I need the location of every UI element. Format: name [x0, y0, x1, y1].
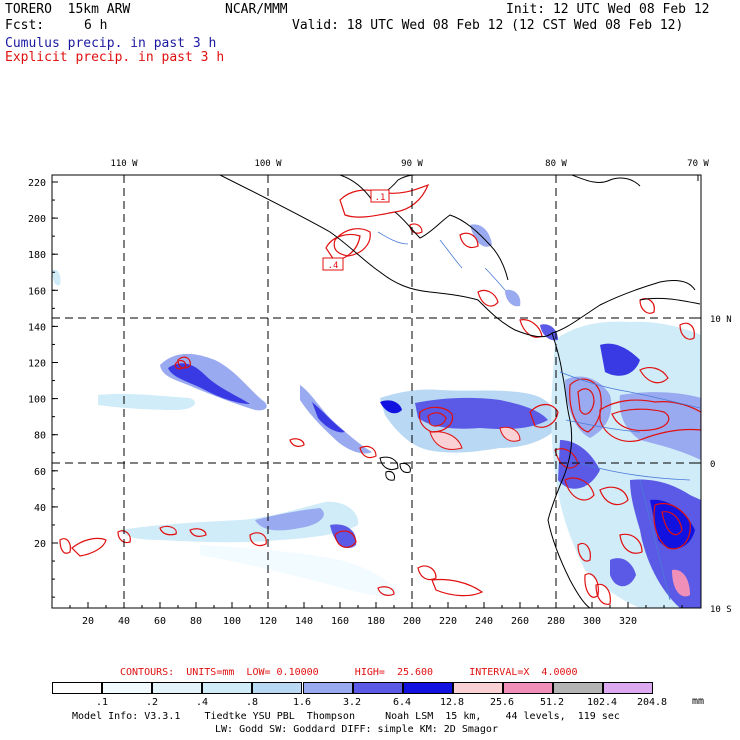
forecast-label: Fcst:: [5, 18, 45, 33]
legend-swatch: [452, 682, 503, 694]
lon-label: 100 W: [254, 159, 282, 169]
lat-label: 0: [710, 460, 715, 470]
x-tick-label: 80: [190, 616, 202, 627]
x-tick-label: 200: [403, 616, 421, 627]
contours-info: CONTOURS: UNITS=mm LOW= 0.10000 HIGH= 25…: [120, 667, 578, 678]
x-tick-label: 300: [583, 616, 601, 627]
min-precip-box-1: .1: [370, 189, 390, 203]
cumulus-precip-shading: [52, 224, 701, 608]
explicit-precip-label: Explicit precip. in past 3 h: [5, 50, 225, 65]
x-tick-label: 240: [475, 616, 493, 627]
x-tick-label: 160: [331, 616, 349, 627]
x-tick-label: 100: [223, 616, 241, 627]
legend-label: .4: [195, 697, 209, 708]
x-tick-label: 260: [511, 616, 529, 627]
legend-swatch: [402, 682, 453, 694]
x-tick-label: 180: [367, 616, 385, 627]
legend-label: 25.6: [489, 697, 515, 708]
y-tick-label: 140: [28, 322, 46, 333]
legend-label: 3.2: [342, 697, 362, 708]
x-tick-label: 140: [295, 616, 313, 627]
y-tick-label: 160: [28, 286, 46, 297]
init-time: Init: 12 UTC Wed 08 Feb 12: [506, 2, 710, 17]
y-tick-label: 60: [34, 467, 46, 478]
min-precip-box-2: .4: [322, 257, 344, 271]
legend-swatch: [252, 682, 303, 694]
x-tick-label: 220: [439, 616, 457, 627]
legend-label: 204.8: [636, 697, 668, 708]
legend-label: 1.6: [292, 697, 312, 708]
lon-label: 80 W: [545, 159, 567, 169]
box-label-1: .1: [375, 193, 386, 203]
x-tick-label: 320: [619, 616, 637, 627]
y-tick-label: 200: [28, 214, 46, 225]
valid-time: Valid: 18 UTC Wed 08 Feb 12 (12 CST Wed …: [292, 18, 684, 33]
lat-lon-grid: [52, 175, 701, 608]
x-tick-label: 280: [547, 616, 565, 627]
legend-swatch: [302, 682, 353, 694]
legend-label: .2: [145, 697, 159, 708]
x-tick-label: 120: [259, 616, 277, 627]
legend-swatch: [152, 682, 203, 694]
legend-swatch: [603, 682, 654, 694]
legend-swatch: [102, 682, 153, 694]
legend-swatch: [502, 682, 553, 694]
lon-label: 70 W: [687, 159, 709, 169]
legend-label: .8: [245, 697, 259, 708]
legend-label: 12.8: [439, 697, 465, 708]
country-borders: [377, 231, 701, 601]
box-label-2: .4: [328, 261, 339, 271]
x-tick-label: 60: [154, 616, 166, 627]
cumulus-precip-label: Cumulus precip. in past 3 h: [5, 36, 217, 51]
legend-swatch: [52, 682, 102, 694]
forecast-value: 6 h: [84, 18, 108, 33]
legend-label: 6.4: [392, 697, 412, 708]
y-tick-label: 20: [34, 539, 46, 550]
lat-label: 10 N: [710, 315, 732, 325]
model-info-line1: Model Info: V3.3.1 Tiedtke YSU PBL Thomp…: [72, 711, 620, 722]
y-tick-label: 180: [28, 250, 46, 261]
legend-swatch: [352, 682, 403, 694]
y-tick-label: 120: [28, 359, 46, 370]
x-tick-label: 40: [118, 616, 130, 627]
y-tick-label: 80: [34, 431, 46, 442]
org-label: NCAR/MMM: [225, 2, 288, 17]
model-title: TORERO 15km ARW: [5, 2, 131, 17]
legend-label: 102.4: [586, 697, 618, 708]
legend-label: 51.2: [539, 697, 565, 708]
lon-label: 90 W: [401, 159, 423, 169]
x-tick-label: 20: [82, 616, 94, 627]
explicit-precip-contours: [59, 183, 701, 605]
y-tick-label: 220: [28, 178, 46, 189]
y-tick-label: 100: [28, 395, 46, 406]
axis-ticks: 220 200 180 160 140 120 100 80 60 40 20 20 40 60 80 100…: [28, 159, 732, 627]
legend-unit: mm: [692, 696, 705, 707]
legend-swatch: [553, 682, 603, 694]
lon-label: 110 W: [110, 159, 138, 169]
legend-swatch: [202, 682, 253, 694]
y-tick-label: 40: [34, 503, 46, 514]
model-info-line2: LW: Godd SW: Goddard DIFF: simple KM: 2D…: [215, 724, 498, 735]
legend-label: .1: [95, 697, 109, 708]
lat-label: 10 S: [710, 605, 732, 615]
